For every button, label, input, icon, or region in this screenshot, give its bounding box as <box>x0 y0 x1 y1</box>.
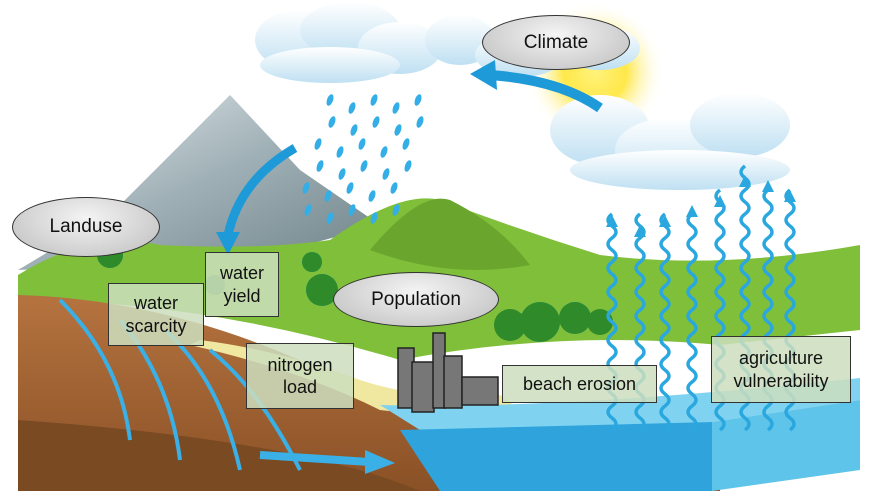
raindrop <box>381 167 391 180</box>
raindrop <box>389 181 399 194</box>
raindrop <box>403 159 413 172</box>
raindrop <box>413 93 423 106</box>
raindrop <box>325 93 335 106</box>
vapor-head <box>686 205 698 217</box>
climate-label: Climate <box>482 15 630 70</box>
water-body <box>400 422 712 491</box>
raindrop <box>347 101 357 114</box>
agriculture-vulnerability-box: agriculture vulnerability <box>711 336 851 403</box>
raindrop <box>315 159 325 172</box>
raindrop <box>327 115 337 128</box>
raindrop <box>367 189 377 202</box>
raindrop <box>359 159 369 172</box>
raindrop <box>349 123 359 136</box>
water-yield-box: water yield <box>205 252 279 317</box>
landuse-label: Landuse <box>12 197 160 257</box>
raindrop <box>391 101 401 114</box>
raindrop <box>393 123 403 136</box>
raindrop <box>379 145 389 158</box>
raindrop <box>371 115 381 128</box>
raindrop <box>415 115 425 128</box>
raindrop <box>345 181 355 194</box>
raindrop <box>401 137 411 150</box>
nitrogen-load-box: nitrogen load <box>246 343 354 409</box>
raindrop <box>357 137 367 150</box>
beach-erosion-box: beach erosion <box>502 365 657 403</box>
raindrop <box>369 93 379 106</box>
population-label: Population <box>333 272 499 327</box>
diagram: Climate Landuse Population water yield w… <box>0 0 870 491</box>
water-scarcity-box: water scarcity <box>108 283 204 346</box>
raindrop <box>335 145 345 158</box>
raindrop <box>337 167 347 180</box>
raindrop <box>313 137 323 150</box>
